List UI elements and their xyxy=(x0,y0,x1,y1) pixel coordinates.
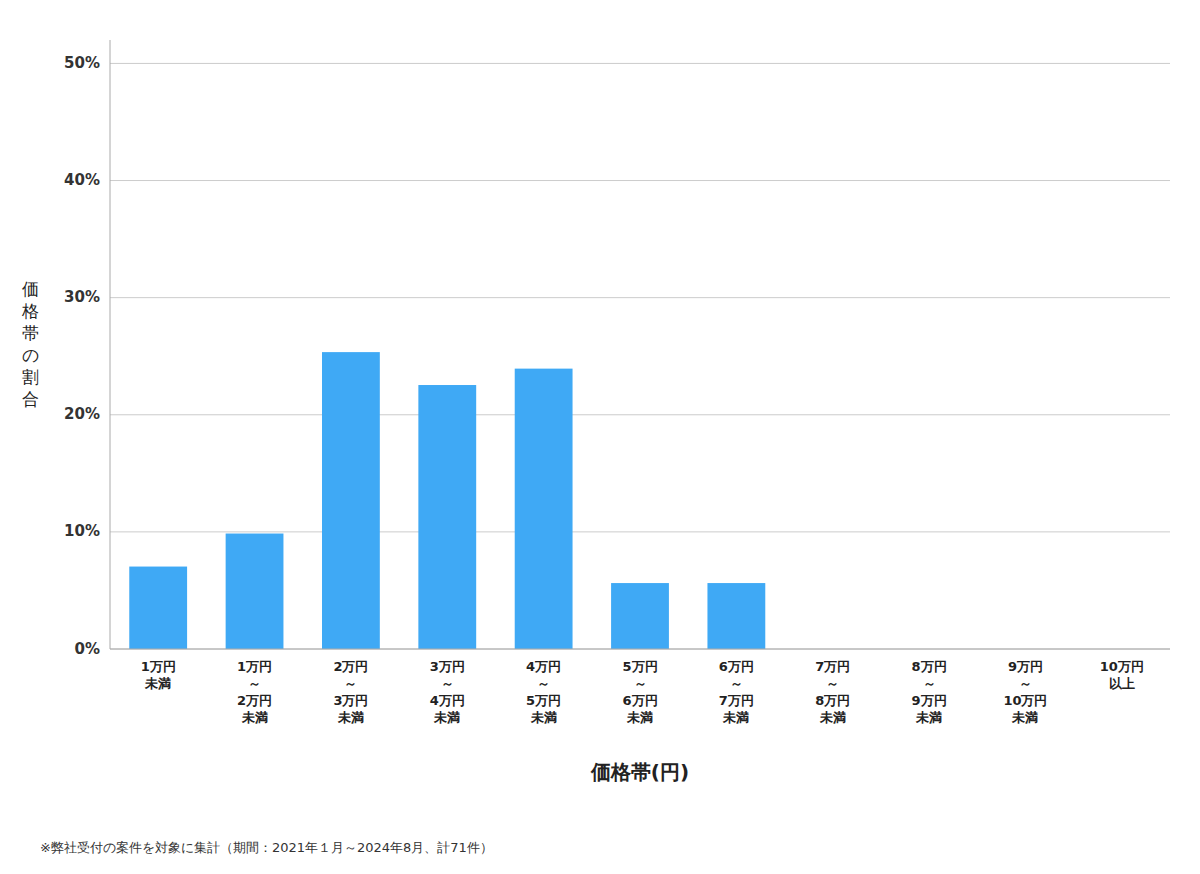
x-tick-label-line: 6万円 xyxy=(719,659,754,674)
x-tick-label-line: ～ xyxy=(537,676,550,691)
x-tick-label-line: 5万円 xyxy=(622,659,657,674)
y-tick-label: 50% xyxy=(64,54,100,72)
x-tick-label: 2万円 ～ 3万円未満 xyxy=(333,659,368,725)
y-tick-label: 0% xyxy=(75,640,100,658)
x-axis-label: 価格帯(円) xyxy=(590,760,689,784)
x-tick-label-line: ～ xyxy=(634,676,647,691)
x-tick-label-line: 6万円 xyxy=(622,693,657,708)
grid-line xyxy=(110,414,1170,415)
y-axis-line xyxy=(110,40,111,649)
x-axis-line xyxy=(110,649,1170,650)
x-tick-label-line: ～ xyxy=(248,676,261,691)
x-tick-label-line: 8万円 xyxy=(815,693,850,708)
y-axis-label-char: 価 xyxy=(22,279,39,299)
x-tick-label-line: 3万円 xyxy=(333,693,368,708)
x-tick-label-line: ～ xyxy=(923,676,936,691)
x-tick-label-line: 未満 xyxy=(241,710,268,725)
x-tick-label: 7万円 ～ 8万円未満 xyxy=(815,659,850,725)
x-tick-label-line: 4万円 xyxy=(526,659,561,674)
x-tick-label-line: 未満 xyxy=(915,710,942,725)
bars xyxy=(129,352,765,649)
bar xyxy=(226,534,284,649)
x-tick-label: 3万円 ～ 4万円未満 xyxy=(430,659,465,725)
y-axis-label-char: 割 xyxy=(22,367,39,387)
chart: 0%10%20%30%40%50%1万円未満1万円～2万円未満2万円～3万円未満… xyxy=(0,0,1200,874)
x-tick-label-line: 9万円 xyxy=(1008,659,1043,674)
x-tick-label-line: 未満 xyxy=(337,710,364,725)
x-tick-label-line: 未満 xyxy=(626,710,653,725)
y-axis-label: 価格帯の割合 xyxy=(21,279,39,409)
x-tick-label-line: 7万円 xyxy=(719,693,754,708)
x-tick-label-line: ～ xyxy=(344,676,357,691)
x-tick-label-line: ～ xyxy=(441,676,454,691)
x-tick-label-line: 1万円 xyxy=(237,659,272,674)
x-tick-label-line: 5万円 xyxy=(526,693,561,708)
x-tick-label-line: 未満 xyxy=(530,710,557,725)
x-tick-label: 6万円 ～ 7万円未満 xyxy=(719,659,754,725)
x-tick-label: 1万円未満 xyxy=(141,659,176,691)
x-tick-label-line: 未満 xyxy=(144,676,171,691)
x-tick-label-line: 以上 xyxy=(1109,676,1135,691)
x-tick-label-line: 7万円 xyxy=(815,659,850,674)
x-tick-label: 4万円 ～ 5万円未満 xyxy=(526,659,561,725)
x-tick-label: 9万円 ～ 10万円未満 xyxy=(1003,659,1047,725)
x-tick-label-line: ～ xyxy=(730,676,743,691)
x-tick-label: 5万円 ～ 6万円未満 xyxy=(622,659,657,725)
x-tick-label-line: 4万円 xyxy=(430,693,465,708)
grid-line xyxy=(110,63,1170,64)
footnote: ※弊社受付の案件を対象に集計（期間：2021年１月～2024年8月、計71件） xyxy=(40,840,493,855)
x-tick-label-line: 未満 xyxy=(1011,710,1038,725)
y-axis-label-char: 帯 xyxy=(22,323,39,343)
x-tick-label-line: 8万円 xyxy=(912,659,947,674)
y-axis-label-char: 格 xyxy=(21,301,39,321)
grid-line xyxy=(110,180,1170,181)
y-axis-label-char: の xyxy=(22,345,39,365)
x-tick-label-line: 9万円 xyxy=(912,693,947,708)
x-tick-label-line: 未満 xyxy=(722,710,749,725)
bar xyxy=(515,369,573,649)
bar xyxy=(611,583,669,649)
x-tick-label-line: 2万円 xyxy=(237,693,272,708)
y-tick-label: 40% xyxy=(64,171,100,189)
bar xyxy=(322,352,380,649)
x-tick-label-line: ～ xyxy=(1019,676,1032,691)
x-tick-label-line: ～ xyxy=(826,676,839,691)
y-tick-label: 20% xyxy=(64,405,100,423)
x-tick-label-line: 3万円 xyxy=(430,659,465,674)
x-tick-label-line: 10万円 xyxy=(1100,659,1144,674)
bar xyxy=(418,385,476,649)
x-tick-label-line: 1万円 xyxy=(141,659,176,674)
grid-line xyxy=(110,649,1170,650)
x-tick-label: 1万円 ～ 2万円未満 xyxy=(237,659,272,725)
bar xyxy=(129,567,187,649)
grid-line xyxy=(110,297,1170,298)
x-tick-label-line: 未満 xyxy=(819,710,846,725)
bar xyxy=(707,583,765,649)
y-axis-label-char: 合 xyxy=(22,389,39,409)
x-tick-label-line: 10万円 xyxy=(1003,693,1047,708)
x-tick-label-line: 2万円 xyxy=(333,659,368,674)
grid-line xyxy=(110,531,1170,532)
y-tick-label: 10% xyxy=(64,522,100,540)
y-tick-label: 30% xyxy=(64,288,100,306)
x-tick-label: 8万円 ～ 9万円未満 xyxy=(912,659,947,725)
x-tick-label-line: 未満 xyxy=(433,710,460,725)
x-tick-label: 10万円以上 xyxy=(1100,659,1144,691)
